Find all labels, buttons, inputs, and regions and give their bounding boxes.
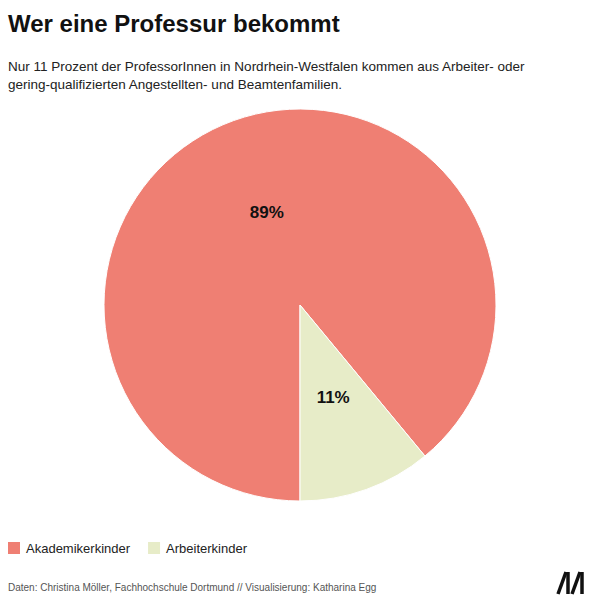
source: Daten: Christina Möller, Fachhochschule … xyxy=(8,582,376,593)
title: Wer eine Professur bekommt xyxy=(8,10,340,37)
subtitle: Nur 11 Prozent der ProfessorInnen in Nor… xyxy=(8,59,525,74)
subtitle: gering-qualifizierten Angestellten- und … xyxy=(8,77,342,92)
logo xyxy=(558,572,582,594)
logo-stroke xyxy=(566,572,570,594)
data-label: 11% xyxy=(317,388,350,407)
legend-swatch xyxy=(8,542,20,554)
logo-stroke xyxy=(558,572,566,594)
chart: Wer eine Professur bekommt Nur 11 Prozent… xyxy=(0,0,600,600)
pie-slice xyxy=(300,305,425,501)
data-label: 89% xyxy=(250,203,284,222)
legend: Akademikerkinder Arbeiterkinder xyxy=(8,541,248,556)
legend-label: Arbeiterkinder xyxy=(166,541,248,556)
legend-swatch xyxy=(148,542,160,554)
legend-label: Akademikerkinder xyxy=(26,541,131,556)
pie: 89% 11% xyxy=(104,109,496,501)
pie-slice xyxy=(104,109,496,501)
logo-stroke xyxy=(572,572,580,594)
logo-stroke xyxy=(580,572,584,594)
background xyxy=(0,0,600,600)
